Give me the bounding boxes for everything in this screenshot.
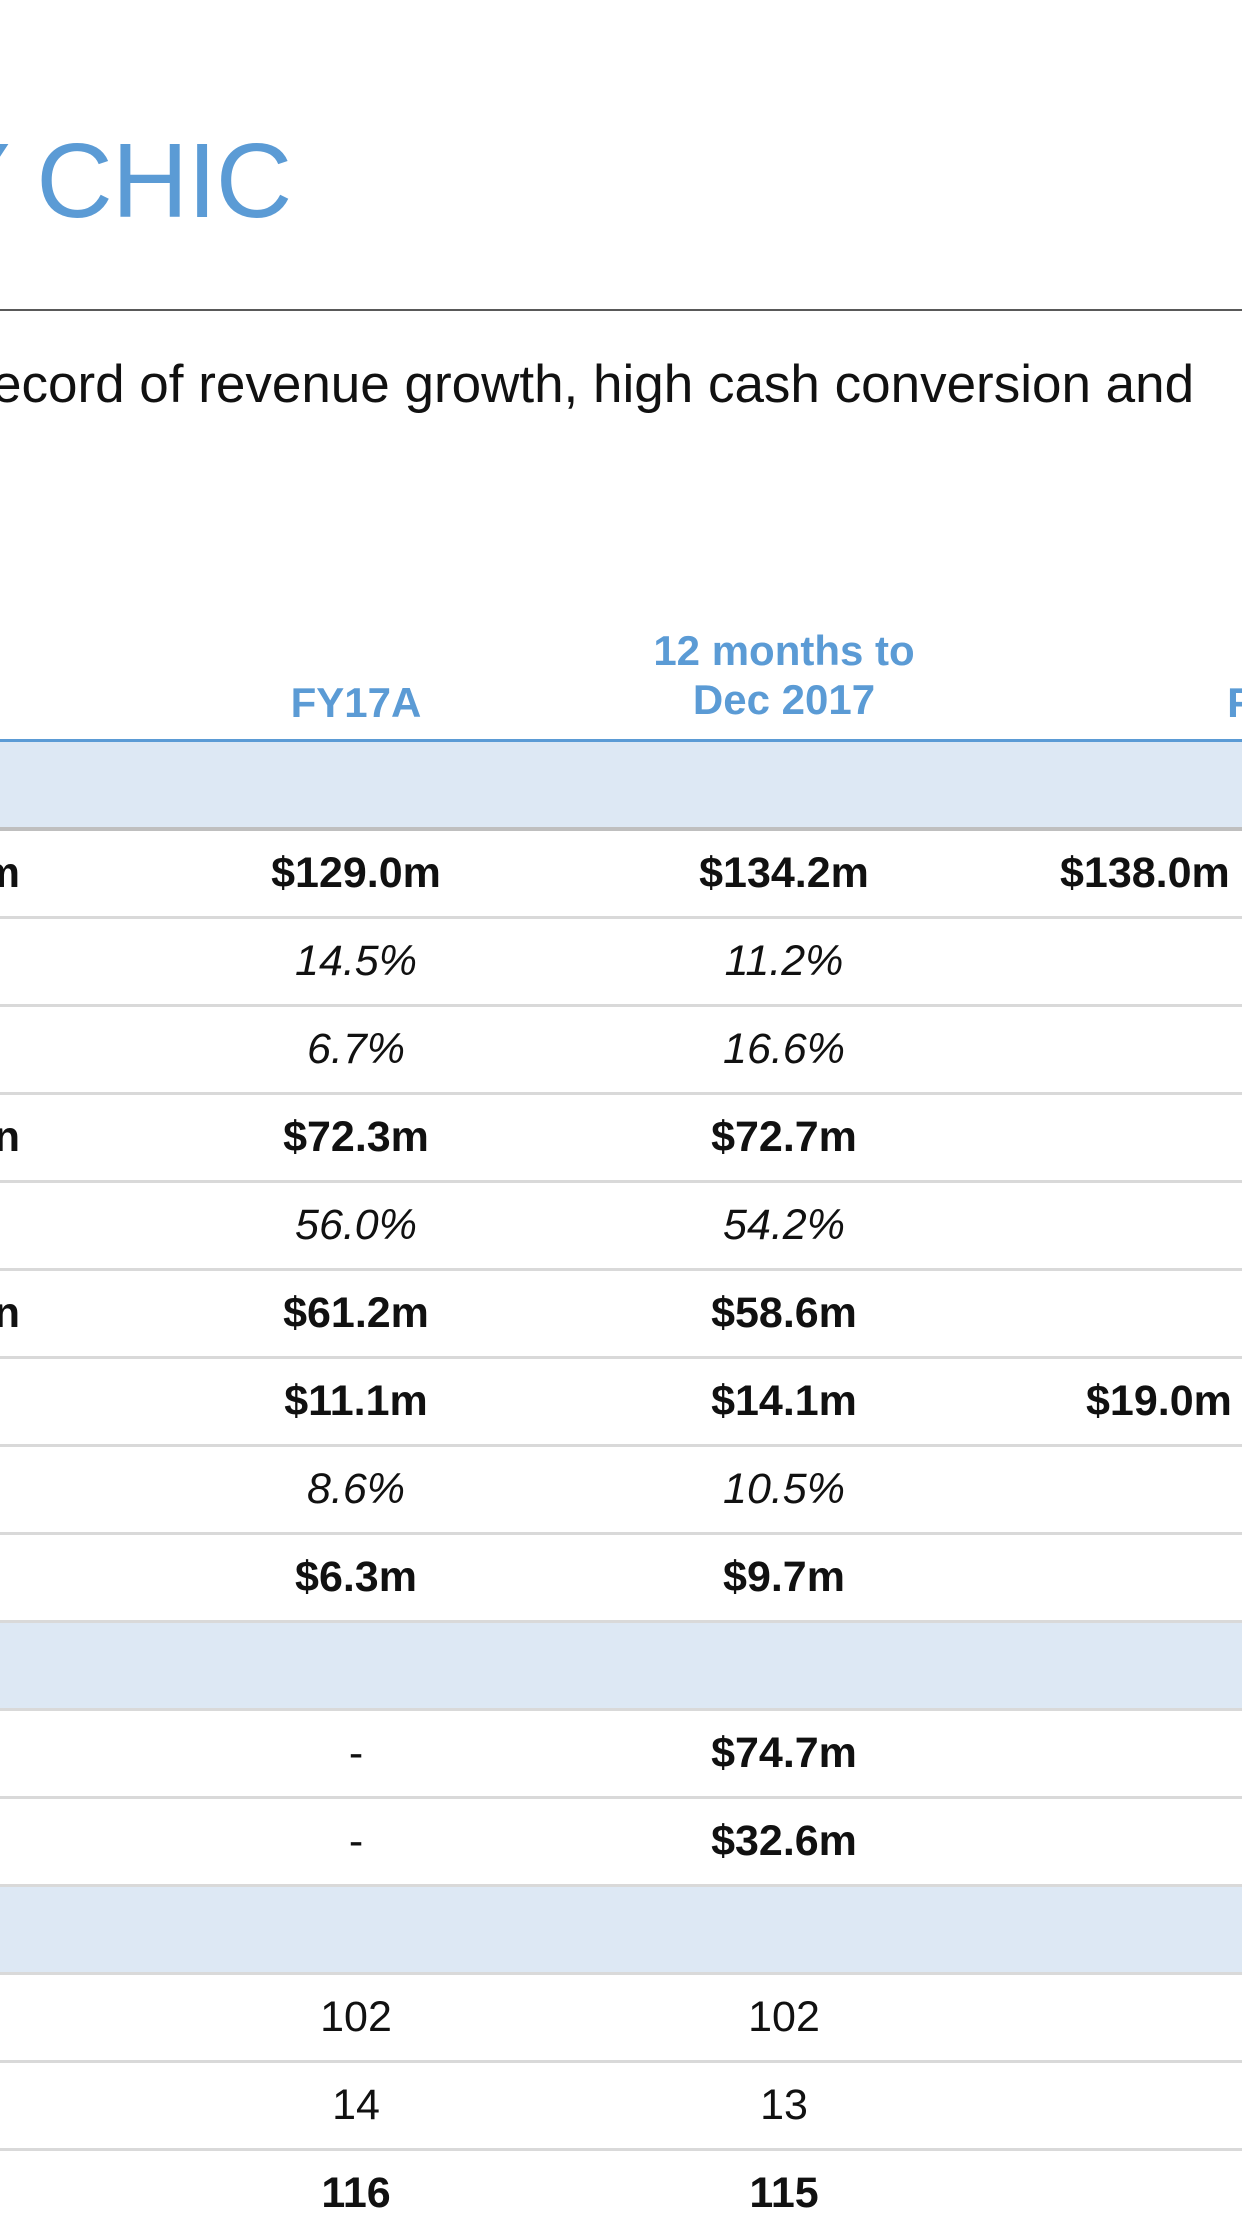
table-row: $11.1m $14.1m $19.0m [0,1359,1242,1447]
cell-dec-2017: 11.2% [724,937,844,985]
cell-fy-partial: $138.0m [1060,849,1230,897]
cell-fy17a: 102 [320,1993,392,2041]
cell-dec-2017: 115 [749,2169,819,2217]
cell-dec-2017: 102 [748,1993,820,2041]
page-subtitle: ecord of revenue growth, high cash conve… [0,355,1195,414]
cell-fy17a: 14.5% [295,937,417,985]
cell-fy17a: $11.1m [284,1377,428,1425]
cell-dec-2017: $9.7m [723,1553,845,1601]
section-band-row [0,742,1242,831]
cell-fy17a: - [348,1729,364,1777]
cell-dec-2017: $14.1m [711,1377,857,1425]
cell-fy17a: 116 [321,2169,391,2217]
table-row: n $72.3m $72.7m [0,1095,1242,1183]
cell-dec-2017: $58.6m [711,1289,857,1337]
header-divider [0,739,1242,742]
cell-dec-2017: 16.6% [723,1025,845,1073]
cell-fy-partial: $19.0m [1086,1377,1232,1425]
table-row: 14 13 [0,2063,1242,2151]
cell-fy17a: - [348,1817,364,1865]
page-title: Y CHIC [0,122,292,240]
title-divider [0,309,1242,311]
cell-fy17a: $61.2m [283,1289,429,1337]
column-header-fy17a: FY17A [290,679,422,726]
table-row: - $74.7m [0,1711,1242,1799]
row-label-fragment: n [0,1289,20,1337]
cell-fy17a: $6.3m [295,1553,417,1601]
table-row: 8.6% 10.5% [0,1447,1242,1535]
column-header-dec-2017: 12 months to Dec 2017 [634,626,934,724]
table-row: m $129.0m $134.2m $138.0m [0,831,1242,919]
table-row: 6.7% 16.6% [0,1007,1242,1095]
column-header-fy-partial: FY [1227,679,1242,726]
cell-dec-2017: $72.7m [711,1113,857,1161]
cell-fy17a: $129.0m [271,849,441,897]
cell-dec-2017: $134.2m [699,849,869,897]
cell-fy17a: 56.0% [295,1201,417,1249]
column-header-dec-2017-line-1: 12 months to [653,627,915,674]
column-header-dec-2017-line-2: Dec 2017 [692,676,876,723]
table-row: 56.0% 54.2% [0,1183,1242,1271]
cell-dec-2017: $74.7m [711,1729,857,1777]
financial-summary-table: m $129.0m $134.2m $138.0m 14.5% 11.2% 6.… [0,742,1242,2239]
cell-fy17a: $72.3m [283,1113,429,1161]
table-row: 102 102 [0,1975,1242,2063]
table-row: - $32.6m [0,1799,1242,1887]
table-row: n $61.2m $58.6m [0,1271,1242,1359]
cell-dec-2017: 13 [760,2081,808,2129]
table-row-total: 116 115 [0,2151,1242,2239]
section-band-row [0,1623,1242,1711]
cell-dec-2017: 54.2% [723,1201,845,1249]
cell-fy17a: 14 [332,2081,380,2129]
cell-dec-2017: 10.5% [723,1465,845,1513]
section-band-row [0,1887,1242,1975]
cell-dec-2017: $32.6m [711,1817,857,1865]
table-row: $6.3m $9.7m [0,1535,1242,1623]
row-label-fragment: m [0,849,20,897]
cell-fy17a: 6.7% [306,1025,405,1073]
table-row: 14.5% 11.2% [0,919,1242,1007]
cell-fy17a: 8.6% [306,1465,405,1513]
row-label-fragment: n [0,1113,20,1161]
